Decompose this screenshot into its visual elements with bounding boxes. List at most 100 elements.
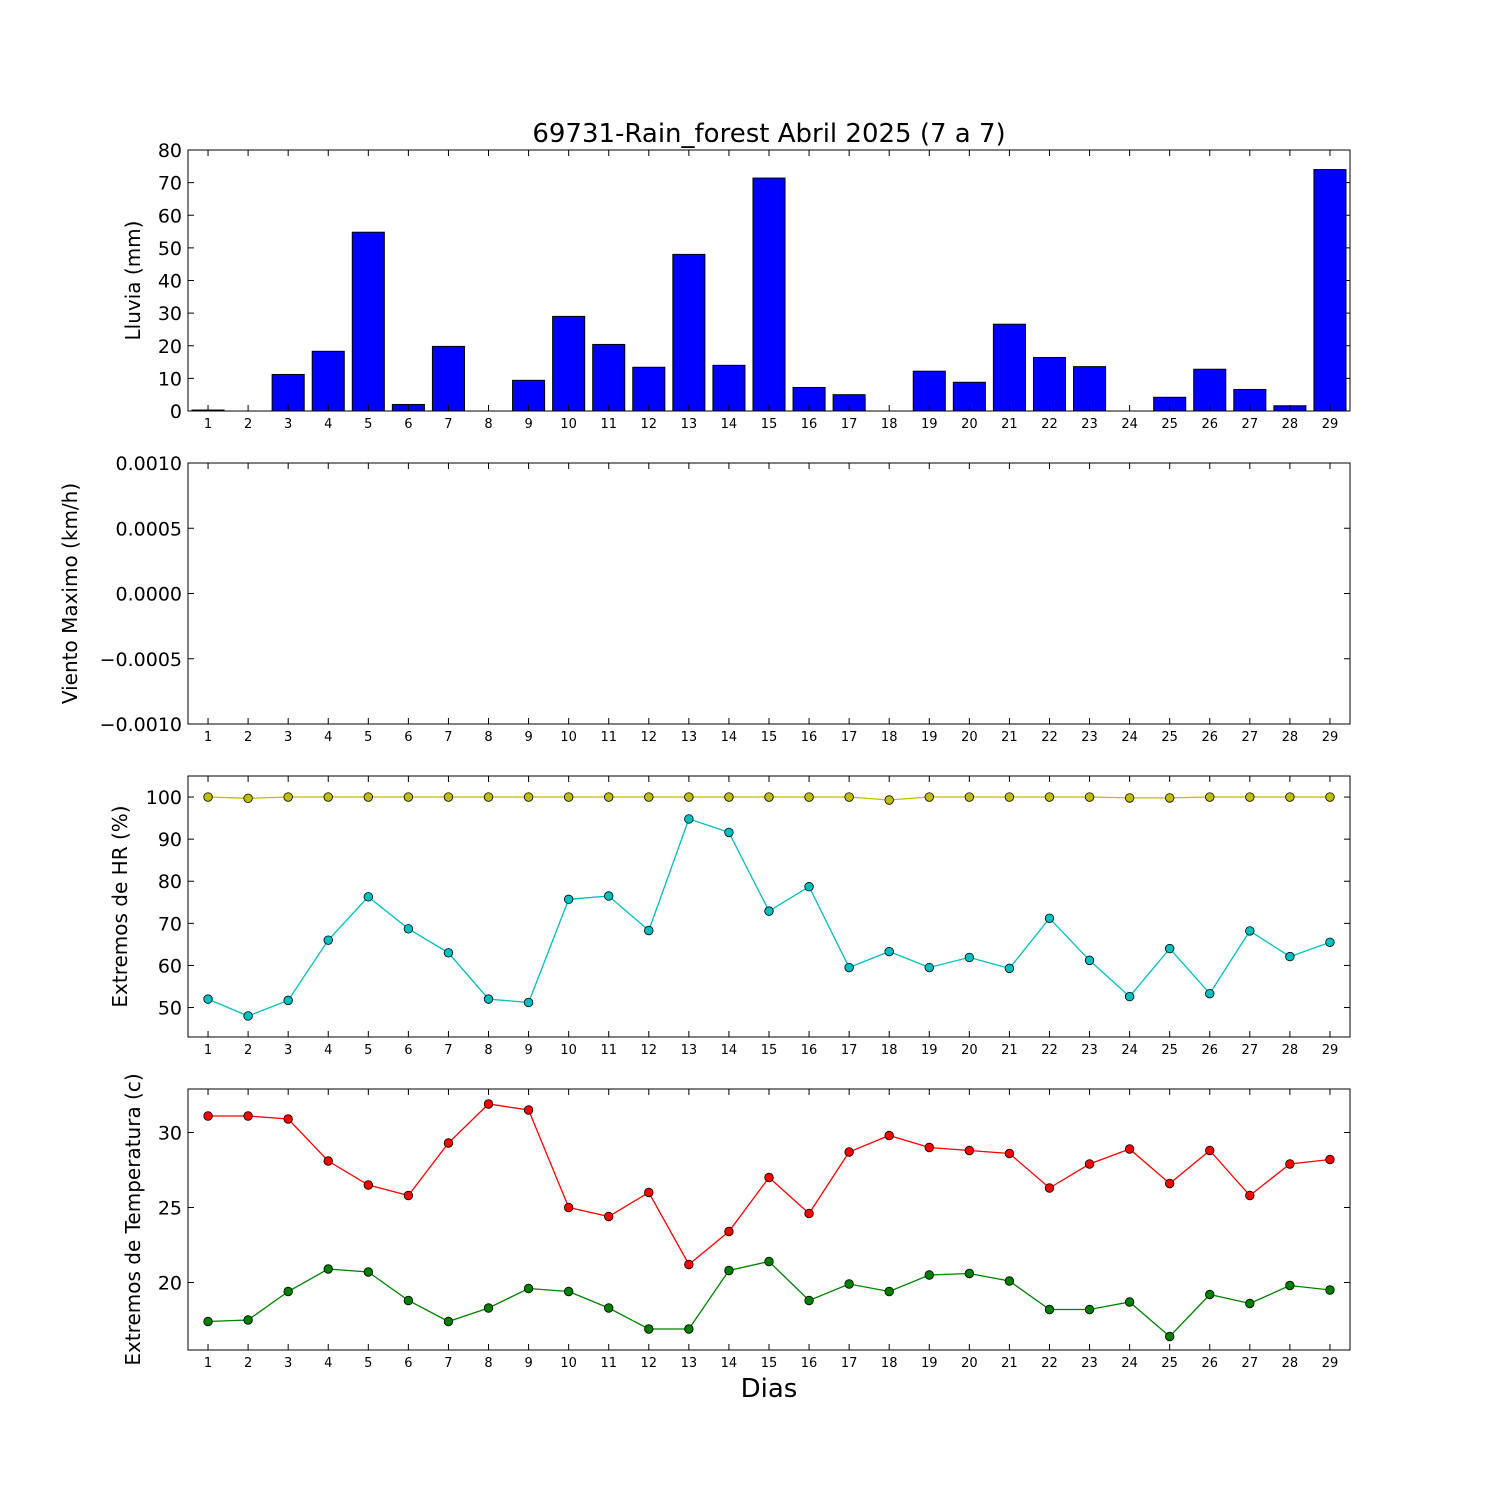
x-tick-label: 22 [1041,1043,1058,1058]
x-tick-label: 24 [1121,1043,1138,1058]
data-point [764,1256,774,1267]
data-point [1004,1276,1015,1286]
x-tick-label: 16 [801,1356,818,1371]
x-tick-label: 20 [961,730,978,745]
y-tick-label: −0.0005 [100,649,182,671]
data-point [403,1190,414,1201]
data-point [1124,793,1135,803]
x-tick-label: 4 [324,1356,332,1371]
bar [431,345,465,412]
x-tick-label: 18 [881,1043,898,1058]
data-point [1124,1144,1135,1154]
data-point [1325,1285,1335,1295]
data-point [523,997,534,1008]
x-tick-label: 25 [1161,1043,1178,1058]
bar [311,350,345,412]
data-point [684,1324,694,1334]
x-tick-label: 23 [1081,1043,1098,1058]
data-point [363,792,374,802]
x-tick-label: 22 [1041,417,1058,432]
x-tick-label: 6 [404,417,412,432]
x-tick-label: 21 [1001,730,1018,745]
x-tick-label: 2 [244,1043,252,1058]
bar [351,231,385,412]
bar [1073,366,1107,412]
y-tick-label: 0.0000 [116,584,182,606]
data-point [1245,1298,1255,1309]
data-point [203,1111,213,1121]
bar [672,253,706,412]
x-tick-label: 29 [1322,1043,1339,1058]
plot-area [187,149,1351,412]
x-tick-label: 14 [721,730,738,745]
x-tick-label: 23 [1081,730,1098,745]
x-tick-label: 9 [524,1043,532,1058]
data-point [483,994,494,1004]
x-tick-label: 17 [841,1043,858,1058]
data-point [1205,1289,1215,1300]
x-tick-label: 11 [600,1043,617,1058]
bar [632,366,666,412]
data-point [443,948,454,958]
data-point [523,792,534,802]
data-point [844,1279,854,1289]
data-point [563,1202,574,1213]
x-tick-label: 4 [324,1043,332,1058]
data-point [203,792,213,802]
x-tick-label: 10 [560,1043,577,1058]
x-tick-label: 27 [1242,730,1259,745]
data-point [403,792,414,802]
x-tick-label: 29 [1322,730,1339,745]
x-tick-label: 6 [404,1043,412,1058]
x-tick-label: 9 [524,730,532,745]
y-tick-label: 70 [158,173,182,195]
x-tick-label: 17 [841,730,858,745]
x-tick-label: 15 [761,730,778,745]
data-point [1164,1331,1175,1342]
data-point [964,792,975,802]
y-axis-label: Extremos de Temperatura (c) [121,1073,145,1365]
x-tick-label: 2 [244,1356,252,1371]
data-point [563,792,574,802]
data-point [523,1283,534,1294]
x-tick-label: 1 [204,730,212,745]
x-tick-label: 24 [1121,417,1138,432]
data-point [1245,926,1255,936]
data-point [1164,793,1175,803]
bar [271,373,305,412]
data-point [804,792,814,802]
x-tick-label: 4 [324,730,332,745]
data-point [283,1114,293,1124]
x-tick-label: 16 [801,417,818,432]
data-point [684,1259,694,1270]
y-tick-label: 0 [170,401,182,423]
plot-area [187,462,1351,725]
data-point [1124,1297,1135,1307]
data-point [844,1147,854,1157]
data-point [764,792,774,802]
data-point [323,1156,333,1166]
x-tick-label: 25 [1161,1356,1178,1371]
data-point [363,892,374,902]
data-point [1004,1148,1015,1159]
x-tick-label: 2 [244,730,252,745]
data-point [724,1265,734,1276]
data-point [964,1268,975,1279]
bar [1032,356,1067,412]
bar [712,364,746,412]
x-tick-label: 1 [204,1043,212,1058]
data-point [884,1130,894,1141]
y-tick-label: 60 [158,955,182,977]
y-tick-label: 80 [158,140,182,162]
x-tick-label: 25 [1161,730,1178,745]
y-axis-label: Lluvia (mm) [121,221,145,341]
x-tick-label: 3 [284,1043,292,1058]
chart-title: 69731-Rain_forest Abril 2025 (7 a 7) [532,119,1005,149]
data-point [1325,937,1335,947]
data-point [884,795,894,805]
data-point [283,1286,293,1297]
y-tick-label: 90 [158,829,182,851]
x-tick-label: 19 [921,1356,938,1371]
data-point [363,1180,374,1190]
